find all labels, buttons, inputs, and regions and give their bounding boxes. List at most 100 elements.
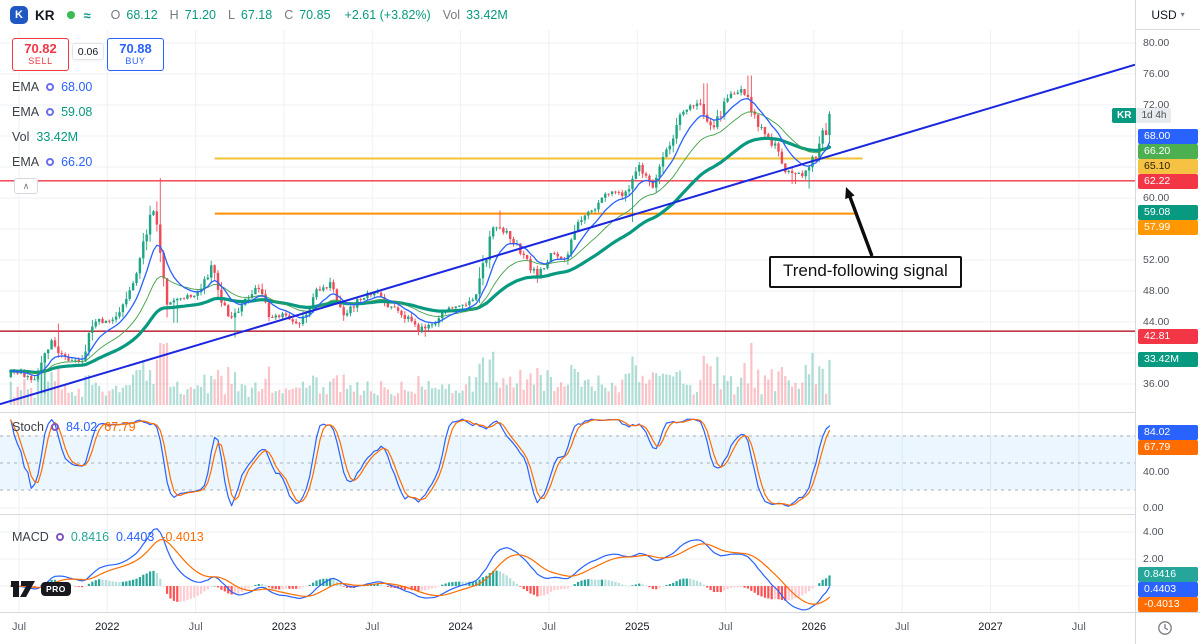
- indicator-value: 66.20: [61, 154, 93, 169]
- sell-price: 70.82: [24, 41, 57, 56]
- price-pane: [0, 63, 1135, 406]
- indicator-name: EMA: [12, 154, 40, 169]
- indicator-name: EMA: [12, 104, 40, 119]
- indicator-name: MACD: [12, 530, 49, 544]
- pro-badge: PRO: [41, 582, 71, 596]
- indicator-loading-icon: [55, 533, 64, 541]
- buy-button-label: BUY: [125, 56, 146, 66]
- chevron-down-icon: ▾: [1180, 10, 1185, 19]
- macd-histogram: [9, 570, 831, 602]
- indicator-loading-icon: [46, 107, 55, 116]
- time-axis-label[interactable]: 2027: [978, 621, 1003, 633]
- indicator-loading-icon: [46, 82, 55, 91]
- legend-row-ema-mid[interactable]: EMA 66.20: [12, 149, 92, 174]
- axis-corner-divider: [1135, 613, 1136, 644]
- candles-layer: [9, 75, 831, 394]
- axis-label: 52.00: [1143, 253, 1170, 266]
- session-clock-icon[interactable]: [1157, 620, 1173, 636]
- indicator-name: Stoch: [12, 420, 44, 434]
- volume-layer: [9, 342, 831, 405]
- macd-signal-value: -0.4013: [161, 530, 204, 544]
- currency-label: USD: [1151, 7, 1177, 22]
- axis-badge: -0.4013: [1138, 597, 1198, 613]
- symbol-timeframe-flag[interactable]: KR 1d 4h: [1112, 108, 1172, 123]
- approx-data-icon: ≈: [83, 7, 91, 23]
- low-value: 67.18: [240, 8, 273, 22]
- macd-line-value: 0.4403: [116, 530, 155, 544]
- buy-price: 70.88: [119, 41, 152, 56]
- tradingview-logo-icon: [11, 581, 35, 597]
- legend-row-macd[interactable]: MACD 0.8416 0.4403 -0.4013: [12, 527, 204, 547]
- macd-pane: [0, 528, 1135, 611]
- collapse-pane-button[interactable]: ∧: [14, 178, 38, 194]
- axis-label: 76.00: [1143, 67, 1170, 80]
- axis-badge: 68.00: [1138, 128, 1198, 144]
- time-axis-label[interactable]: 2023: [271, 621, 297, 633]
- time-axis-label[interactable]: Jul: [895, 621, 910, 633]
- axis-badge: 42.81: [1138, 328, 1198, 344]
- legend-row-ema-slow[interactable]: EMA 59.08: [12, 99, 92, 124]
- price-chart-canvas[interactable]: [0, 30, 1135, 612]
- overlay-layer: [0, 187, 1135, 515]
- time-axis-label[interactable]: 2024: [448, 621, 473, 633]
- flag-symbol: KR: [1112, 108, 1137, 123]
- change-value: +2.61 (+3.82%): [344, 8, 431, 22]
- legend-row-stoch[interactable]: Stoch 84.02 67.79: [12, 417, 136, 437]
- price-axis[interactable]: 80.00 76.00 72.00 60.00 52.00 48.00 44.00 36.00…: [1135, 30, 1200, 613]
- kroger-logo-icon[interactable]: K: [10, 6, 28, 24]
- market-open-dot-icon: [66, 11, 75, 19]
- axis-label: 36.00: [1143, 377, 1170, 390]
- time-axis-label[interactable]: 2022: [95, 621, 120, 633]
- time-axis-label[interactable]: Jul: [1071, 621, 1086, 633]
- trend-annotation-label[interactable]: Trend-following signal: [769, 256, 962, 288]
- macd-hist-value: 0.8416: [70, 530, 110, 544]
- time-axis-label[interactable]: Jul: [365, 621, 380, 633]
- axis-label: 44.00: [1143, 315, 1170, 328]
- legend-row-ema-fast[interactable]: EMA 68.00: [12, 74, 92, 99]
- legend-row-volume[interactable]: Vol 33.42M: [12, 124, 92, 149]
- axis-badge: 84.02: [1138, 424, 1198, 440]
- time-axis-label[interactable]: Jul: [718, 621, 733, 633]
- indicator-value: 68.00: [61, 79, 93, 94]
- sell-button[interactable]: 70.82 SELL: [12, 38, 69, 71]
- time-axis[interactable]: Jul 2022 Jul 2023 Jul 2024 Jul 2025 Jul 2026 Jul 20…: [0, 612, 1200, 644]
- symbol-name[interactable]: KR: [35, 7, 55, 23]
- close-value: 70.85: [299, 8, 331, 22]
- axis-badge: 57.99: [1138, 219, 1198, 235]
- close-label: C: [284, 8, 294, 22]
- indicator-value: 59.08: [61, 104, 93, 119]
- flag-timeframe: 1d 4h: [1136, 108, 1172, 123]
- axis-label: 60.00: [1143, 191, 1170, 204]
- indicator-loading-icon: [50, 423, 59, 431]
- buy-button[interactable]: 70.88 BUY: [107, 38, 164, 71]
- tradingview-watermark[interactable]: PRO: [10, 580, 71, 598]
- time-axis-label[interactable]: 2026: [801, 621, 827, 633]
- signal-arrowhead: [845, 187, 855, 200]
- currency-selector[interactable]: USD ▾: [1135, 0, 1200, 30]
- axis-badge: 59.08: [1138, 204, 1198, 220]
- high-value: 71.20: [184, 8, 216, 22]
- volume-value: 33.42M: [466, 8, 508, 22]
- time-axis-label[interactable]: Jul: [188, 621, 203, 633]
- indicator-loading-icon: [46, 157, 55, 166]
- open-value: 68.12: [126, 8, 158, 22]
- axis-badge: 66.20: [1138, 143, 1198, 159]
- symbol-toolbar: K KR ≈ O 68.12 H 71.20 L 67.18 C 70.85 +2.61…: [0, 0, 1135, 30]
- time-axis-label[interactable]: Jul: [11, 621, 27, 633]
- axis-label: 72.00: [1143, 98, 1170, 111]
- axis-label: 0.00: [1143, 501, 1164, 514]
- order-panel: 70.82 SELL 0.06 70.88 BUY: [12, 38, 164, 71]
- grid-layer: [0, 30, 1135, 612]
- axis-badge: 67.79: [1138, 439, 1198, 455]
- time-axis-label[interactable]: 2025: [624, 621, 650, 633]
- macd-legend: MACD 0.8416 0.4403 -0.4013: [12, 527, 204, 547]
- axis-badge: 0.8416: [1138, 567, 1198, 583]
- high-label: H: [169, 8, 179, 22]
- time-axis-label[interactable]: Jul: [541, 621, 556, 633]
- signal-arrow: [848, 196, 874, 257]
- stoch-k-value: 84.02: [65, 420, 98, 434]
- axis-badge: 33.42M: [1138, 352, 1198, 368]
- axis-label: 40.00: [1143, 465, 1170, 478]
- low-label: L: [227, 8, 235, 22]
